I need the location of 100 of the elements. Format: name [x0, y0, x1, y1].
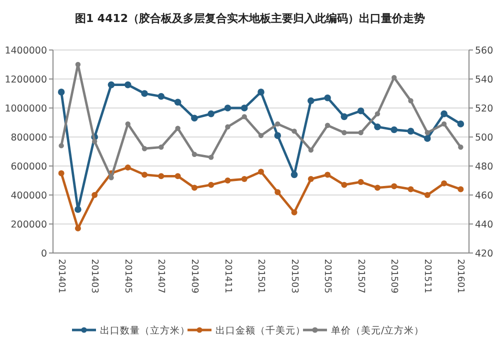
point [458, 186, 464, 192]
x-tick-label: 201411 [222, 259, 232, 294]
point [340, 113, 348, 120]
point [208, 182, 214, 188]
point [390, 126, 398, 134]
point [224, 178, 231, 184]
point [174, 173, 181, 180]
point [290, 171, 298, 178]
x-tick-label: 201405 [122, 259, 132, 294]
point [240, 104, 248, 112]
legend-label: 出口金额（千美元） [216, 324, 306, 336]
point [241, 176, 248, 182]
y2-tick-label: 460 [475, 190, 494, 202]
point [191, 114, 198, 122]
y2-tick-label: 440 [475, 220, 494, 230]
point [258, 88, 264, 96]
point [341, 182, 348, 188]
y2-tick-label: 540 [475, 74, 494, 86]
point [374, 123, 381, 130]
x-tick-label: 201403 [89, 259, 100, 294]
y2-tick-label: 420 [475, 248, 494, 260]
point [258, 168, 264, 175]
point [358, 130, 364, 136]
point [441, 180, 448, 186]
chart-title: 图1 4412（胶合板及多层复合实木地板主要归入此编码）出口量价走势 [74, 12, 426, 25]
y2-tick-label: 560 [475, 46, 494, 56]
x-tick-label: 201601 [455, 259, 466, 294]
point [208, 110, 214, 118]
x-tick-label: 201407 [156, 259, 166, 294]
point [342, 130, 347, 136]
y-tick-label: 400000 [10, 190, 47, 202]
point [424, 130, 430, 136]
x-tick-label: 201505 [322, 259, 332, 294]
point [275, 121, 280, 127]
point [308, 176, 314, 182]
point [357, 108, 364, 114]
point [291, 209, 298, 216]
point [224, 104, 232, 112]
point [274, 189, 281, 196]
point [174, 98, 182, 106]
y-tick-label: 200000 [10, 220, 47, 230]
legend-label: 出口数量（立方米） [100, 324, 190, 336]
y-tick-label: 600000 [10, 162, 47, 172]
y-tick-label: 800000 [10, 132, 47, 144]
point [58, 143, 64, 148]
point [58, 170, 64, 176]
point [124, 81, 132, 88]
point [292, 128, 297, 134]
point [92, 192, 98, 198]
point [407, 128, 414, 135]
point [58, 88, 65, 96]
x-tick-label: 201501 [256, 259, 266, 294]
point [308, 97, 314, 104]
x-tick-label: 201409 [188, 259, 199, 294]
x-tick-label: 201503 [288, 259, 299, 294]
x-tick-label: 201401 [56, 259, 66, 294]
y-tick-label: 1000000 [4, 104, 47, 114]
point [441, 121, 447, 127]
point [142, 172, 148, 178]
point [242, 114, 247, 120]
x-tick-label: 201507 [355, 259, 366, 294]
point [408, 98, 414, 104]
legend-label: 单价（美元/立方米） [331, 324, 424, 336]
point [208, 154, 214, 160]
point [158, 93, 165, 100]
y2-tick-label: 500 [475, 132, 494, 144]
point [324, 94, 331, 102]
point [308, 147, 314, 153]
x-tick-label: 201511 [422, 259, 432, 294]
point [424, 135, 431, 142]
point [358, 178, 364, 185]
point [258, 132, 264, 138]
point [124, 164, 131, 170]
point [324, 172, 331, 178]
point [424, 192, 430, 198]
point [158, 173, 164, 180]
point [225, 124, 230, 130]
point [274, 132, 282, 139]
point [374, 111, 380, 116]
point [191, 184, 198, 191]
y2-tick-label: 520 [475, 104, 494, 114]
point [192, 152, 198, 157]
point [392, 74, 397, 80]
x-tick-label: 201509 [388, 259, 399, 294]
y-tick-label: 1400000 [4, 46, 47, 56]
point [457, 120, 464, 128]
point [158, 144, 164, 150]
point [142, 146, 148, 152]
point [391, 183, 398, 190]
point [408, 186, 414, 192]
point [141, 90, 148, 97]
y-tick-label: 1200000 [4, 74, 47, 86]
y-tick-label: 0 [40, 248, 47, 260]
point [74, 206, 82, 213]
point [440, 110, 448, 118]
point [108, 175, 114, 180]
point [458, 144, 464, 150]
point [324, 122, 330, 128]
y2-tick-label: 480 [475, 162, 494, 172]
point [175, 126, 180, 131]
